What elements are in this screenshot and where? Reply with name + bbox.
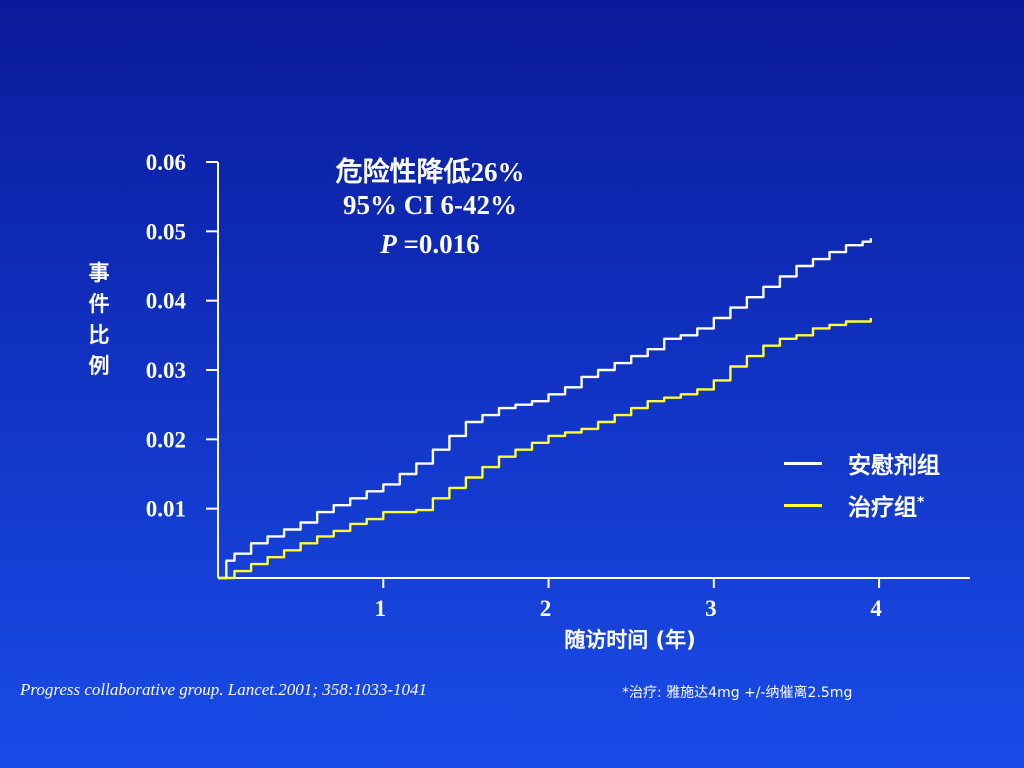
y-tick-label: 0.05	[146, 219, 186, 244]
x-tick-label: 4	[870, 596, 882, 621]
legend-swatch-treatment	[784, 503, 822, 507]
y-axis-label-char: 事	[88, 261, 110, 285]
p-value-label: P =0.016	[300, 229, 560, 260]
citation: Progress collaborative group. Lancet.200…	[20, 680, 428, 699]
y-tick-label: 0.06	[146, 150, 186, 175]
y-axis-label-char: 比	[88, 323, 110, 347]
footnote: *治疗: 雅施达4mg +/-纳催离2.5mg	[622, 685, 853, 701]
y-axis-label-char: 件	[88, 292, 110, 316]
confidence-interval-label: 95% CI 6-42%	[343, 190, 517, 220]
legend-label-placebo: 安慰剂组	[848, 453, 940, 479]
legend-label-treatment-text: 治疗组	[848, 495, 917, 521]
y-axis-label-char: 例	[88, 354, 110, 378]
y-tick-label: 0.04	[146, 289, 187, 314]
legend-item-placebo: 安慰剂组	[784, 446, 940, 480]
y-tick-label: 0.01	[146, 497, 186, 522]
y-tick-label: 0.03	[146, 358, 186, 383]
series-lines	[218, 238, 872, 580]
x-tick-label: 1	[375, 596, 387, 621]
series-line-treatment	[218, 318, 872, 580]
x-axis-label: 随访时间 (年)	[564, 628, 696, 652]
x-tick-label: 2	[540, 596, 552, 621]
legend-footnote-mark: *	[917, 494, 925, 511]
legend-item-treatment: 治疗组*	[784, 488, 924, 522]
legend-swatch-placebo	[784, 461, 822, 465]
risk-reduction-label: 危险性降低26%	[335, 157, 525, 187]
p-value: =0.016	[403, 229, 480, 259]
y-tick-label: 0.02	[146, 427, 186, 452]
series-line-placebo	[218, 238, 872, 580]
legend-label-treatment: 治疗组*	[848, 488, 924, 522]
x-tick-label: 3	[705, 596, 717, 621]
p-symbol: P	[380, 229, 397, 259]
y-axis-label: 事 件 比 例	[84, 258, 114, 382]
axes: 0.01 0.02 0.03 0.04 0.05 0.06 1 2 3 4	[146, 150, 970, 621]
